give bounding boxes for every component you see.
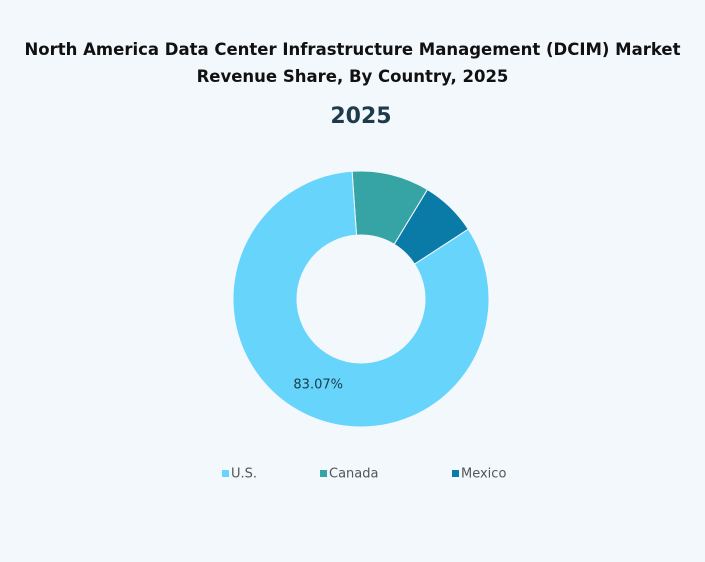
slice [232,170,490,428]
legend-swatch [320,470,327,477]
legend-swatch [222,470,229,477]
legend-label: U.S. [231,467,257,482]
legend-swatch [452,470,459,477]
chart-subtitle: 2025 [330,104,391,129]
chart-title: North America Data Center Infrastructure… [24,40,681,86]
value-label: 83.07% [293,377,343,392]
legend-label: Mexico [461,467,506,482]
legend-label: Canada [329,467,378,482]
